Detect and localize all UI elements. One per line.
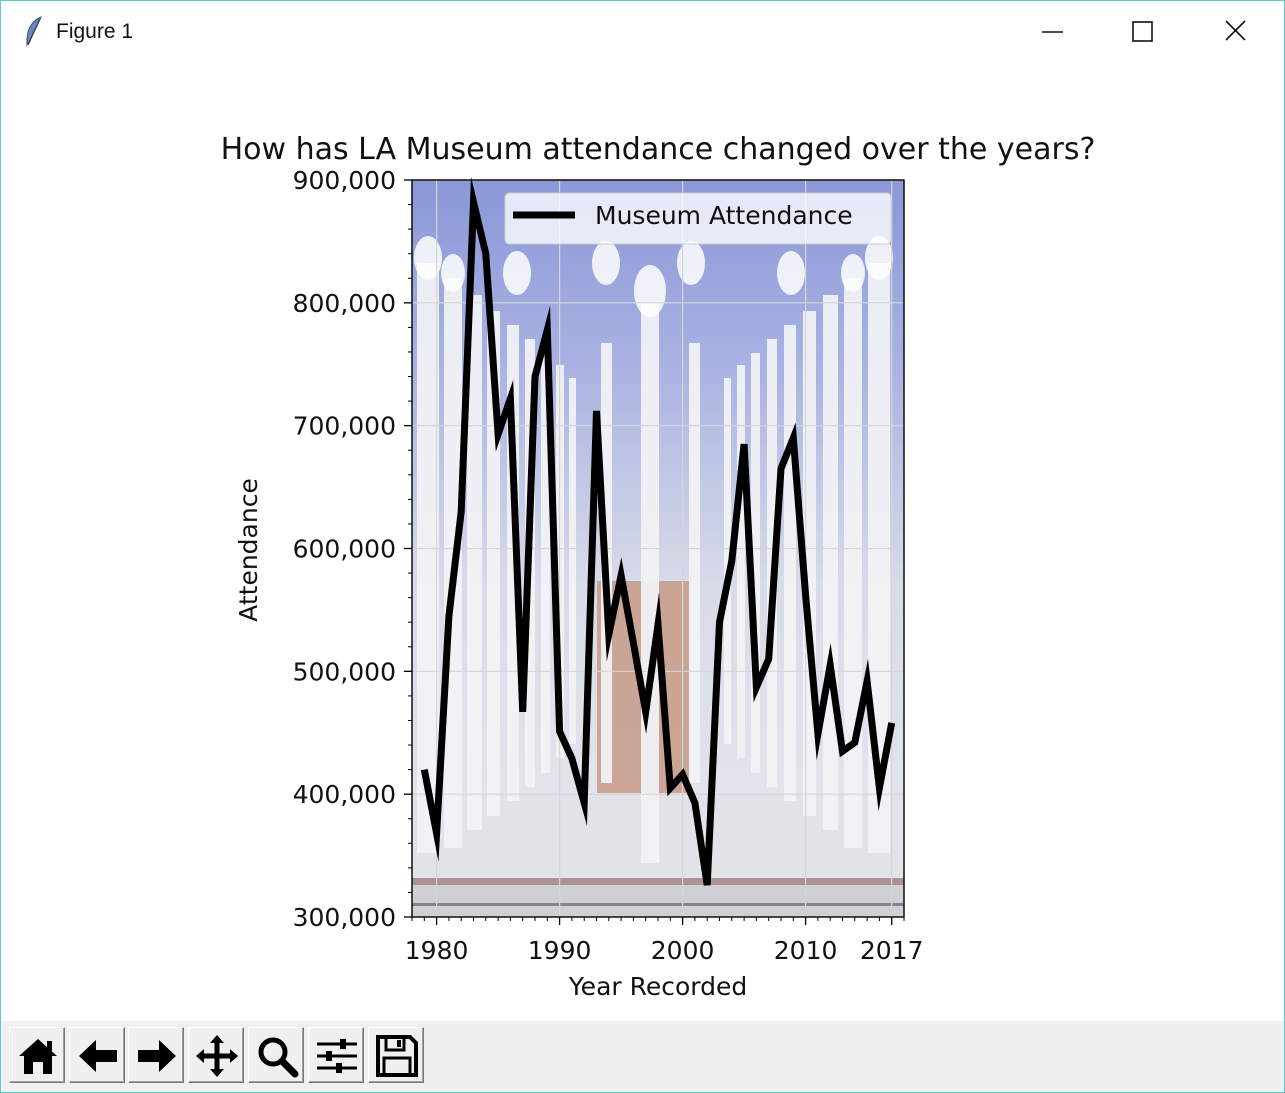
series-line-museum-attendance <box>420 176 896 886</box>
back-arrow-icon <box>79 1040 117 1072</box>
zoom-button[interactable] <box>248 1027 304 1083</box>
y-tick-label: 600,000 <box>293 535 396 564</box>
navigation-toolbar <box>1 1021 1284 1092</box>
legend: Museum Attendance <box>504 192 892 245</box>
window-title: Figure 1 <box>56 20 134 43</box>
pan-icon <box>196 1035 238 1077</box>
home-button[interactable] <box>9 1027 65 1083</box>
y-axis: 300,000 400,000 500,000 600,000 700,000 800,0… <box>293 166 412 932</box>
feather-icon <box>26 16 42 47</box>
save-button[interactable] <box>368 1027 424 1083</box>
home-icon <box>19 1039 57 1074</box>
x-tick-label: 1990 <box>528 936 592 965</box>
y-tick-label: 300,000 <box>293 903 396 932</box>
subplots-icon <box>317 1039 357 1073</box>
forward-arrow-icon <box>138 1040 176 1072</box>
title-bar[interactable]: Figure 1 <box>1 1 1284 63</box>
line-chart: 300,000 400,000 500,000 600,000 700,000 800,0… <box>221 132 1096 1001</box>
back-button[interactable] <box>69 1027 125 1083</box>
maximize-button[interactable] <box>1097 1 1189 63</box>
x-tick-label: 2017 <box>860 936 924 965</box>
x-tick-label: 1980 <box>405 936 469 965</box>
chart-title: How has LA Museum attendance changed ove… <box>221 132 1096 167</box>
forward-button[interactable] <box>128 1027 184 1083</box>
save-icon <box>376 1035 418 1077</box>
y-tick-label: 700,000 <box>293 412 396 441</box>
x-axis: 1980 1990 2000 2010 2017 <box>405 917 924 965</box>
minimize-button[interactable] <box>1006 1 1098 63</box>
y-axis-label: Attendance <box>234 478 263 622</box>
x-tick-label: 2000 <box>651 936 715 965</box>
zoom-icon <box>258 1037 299 1078</box>
minimize-icon <box>1042 31 1063 33</box>
legend-box <box>504 192 892 245</box>
y-tick-label: 800,000 <box>293 289 396 318</box>
maximize-icon <box>1132 21 1153 42</box>
close-icon <box>1225 20 1246 41</box>
legend-label: Museum Attendance <box>595 201 853 230</box>
series-layer <box>420 176 896 886</box>
y-tick-label: 500,000 <box>293 657 396 686</box>
close-button[interactable] <box>1190 1 1282 63</box>
x-axis-label: Year Recorded <box>568 972 748 1001</box>
y-tick-label: 900,000 <box>293 166 396 195</box>
subplots-button[interactable] <box>308 1027 364 1083</box>
figure-canvas[interactable]: 300,000 400,000 500,000 600,000 700,000 800,0… <box>1 63 1284 1021</box>
x-tick-label: 2010 <box>774 936 838 965</box>
y-tick-label: 400,000 <box>293 780 396 809</box>
pan-button[interactable] <box>188 1027 244 1083</box>
